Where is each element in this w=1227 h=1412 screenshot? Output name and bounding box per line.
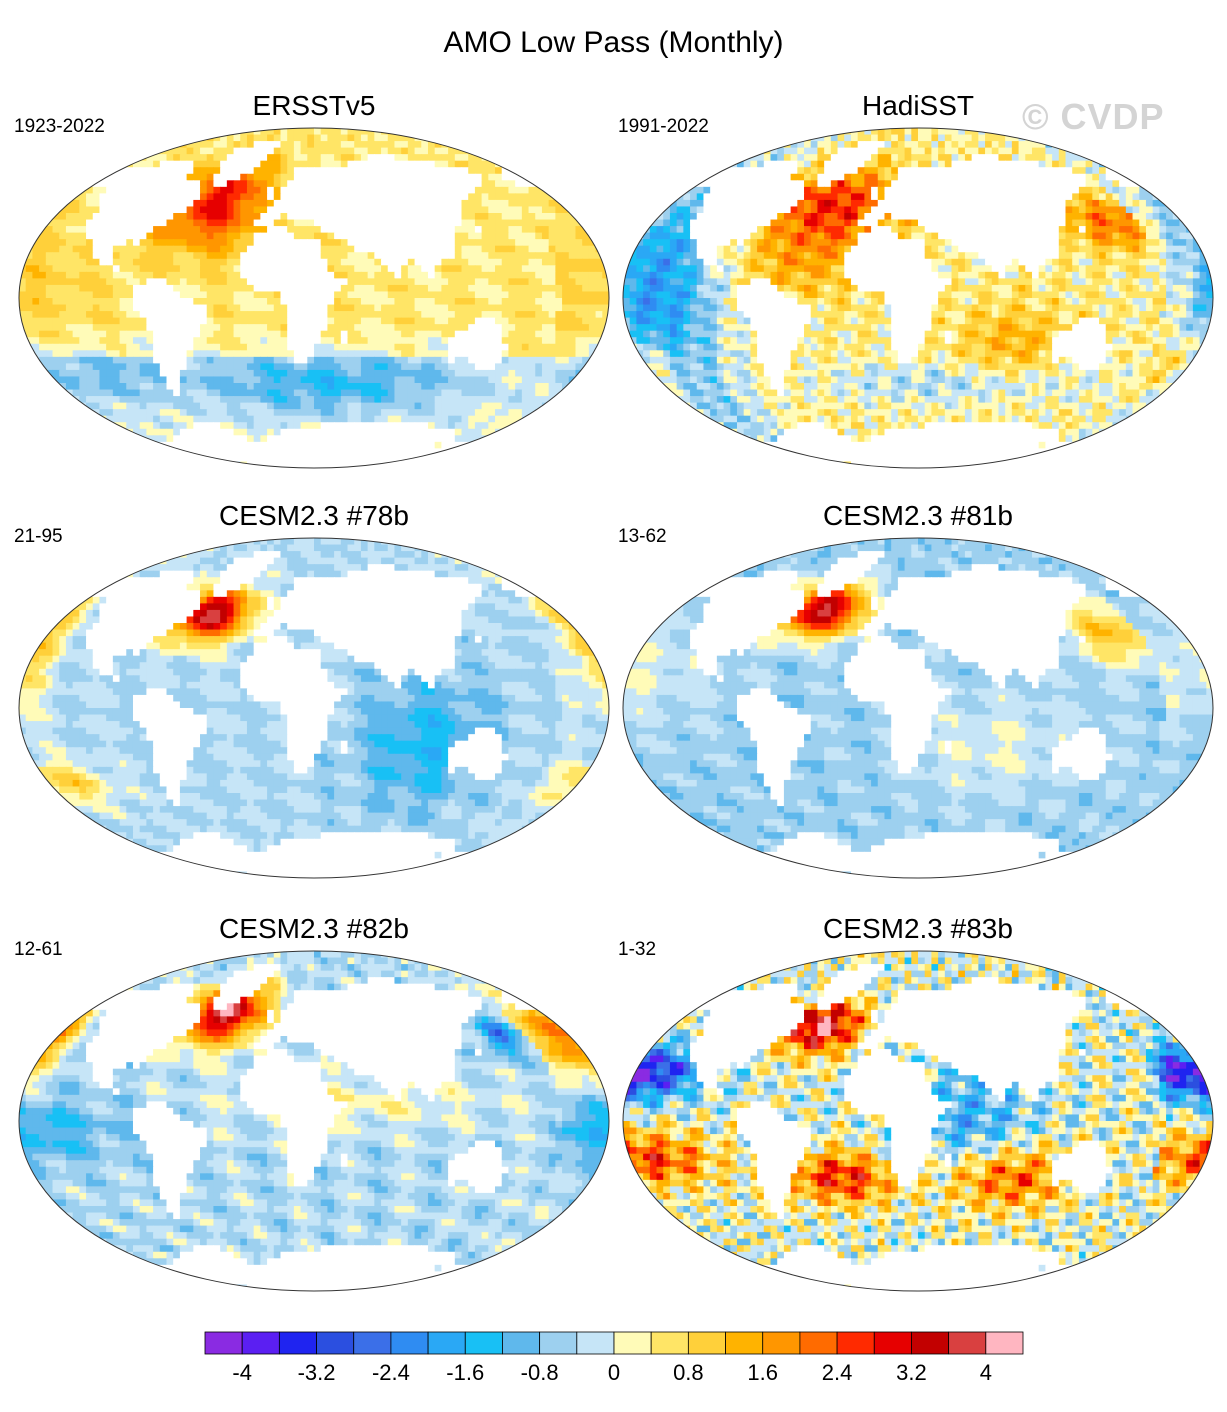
- colorbar-box: [464, 1331, 503, 1355]
- sst-field: [19, 538, 609, 878]
- map-outline: [622, 950, 1214, 1292]
- colorbar-box: [576, 1331, 615, 1355]
- colorbar-box: [427, 1331, 466, 1355]
- colorbar-box: [873, 1331, 912, 1355]
- colorbar-box: [316, 1331, 355, 1355]
- map-hadisst: [622, 127, 1214, 469]
- colorbar-tick-label: 3.2: [881, 1360, 941, 1386]
- colorbar-box: [725, 1331, 764, 1355]
- colorbar-box: [613, 1331, 652, 1355]
- map-cesm-82b: [18, 950, 610, 1292]
- panel-title: CESM2.3 #78b: [14, 500, 614, 532]
- map-outline: [18, 127, 610, 469]
- colorbar-tick-label: -4: [212, 1360, 272, 1386]
- colorbar-tick-label: 0: [584, 1360, 644, 1386]
- colorbar-tick-label: -3.2: [287, 1360, 347, 1386]
- colorbar: [204, 1331, 1024, 1355]
- colorbar-tick-label: -0.8: [510, 1360, 570, 1386]
- colorbar-tick-label: 4: [956, 1360, 1016, 1386]
- colorbar-box: [353, 1331, 392, 1355]
- colorbar-box: [539, 1331, 578, 1355]
- colorbar-box: [502, 1331, 541, 1355]
- panel-years: 1-32: [618, 939, 656, 961]
- map-cesm-81b: [622, 537, 1214, 879]
- panel-title: CESM2.3 #83b: [618, 913, 1218, 945]
- colorbar-box: [278, 1331, 317, 1355]
- panel-cesm-81b: CESM2.3 #81b 13-62: [618, 500, 1218, 900]
- panel-cesm-83b: CESM2.3 #83b 1-32: [618, 913, 1218, 1313]
- panel-hadisst: HadiSST 1991-2022: [618, 90, 1218, 490]
- colorbar-box: [390, 1331, 429, 1355]
- colorbar-box: [687, 1331, 726, 1355]
- panel-years: 1923-2022: [14, 116, 105, 138]
- colorbar-tick-label: 0.8: [658, 1360, 718, 1386]
- panel-title: CESM2.3 #82b: [14, 913, 614, 945]
- colorbar-box: [204, 1331, 243, 1355]
- colorbar-tick-label: -1.6: [435, 1360, 495, 1386]
- colorbar-box: [985, 1331, 1024, 1355]
- colorbar-box: [650, 1331, 689, 1355]
- colorbar-tick-label: -2.4: [361, 1360, 421, 1386]
- colorbar-tick-label: 2.4: [807, 1360, 867, 1386]
- colorbar-box: [241, 1331, 280, 1355]
- panel-years: 12-61: [14, 939, 63, 961]
- colorbar-box: [836, 1331, 875, 1355]
- cvdp-watermark: © CVDP: [1022, 96, 1165, 138]
- panel-years: 1991-2022: [618, 116, 709, 138]
- map-outline: [18, 950, 610, 1292]
- panel-title: HadiSST: [618, 90, 1218, 122]
- panel-years: 21-95: [14, 526, 63, 548]
- map-cesm-83b: [622, 950, 1214, 1292]
- colorbar-box: [948, 1331, 987, 1355]
- map-outline: [18, 537, 610, 879]
- map-erssv5: [18, 127, 610, 469]
- map-outline: [622, 127, 1214, 469]
- colorbar-tick-label: 1.6: [733, 1360, 793, 1386]
- map-cesm-78b: [18, 537, 610, 879]
- panel-title: ERSSTv5: [14, 90, 614, 122]
- panel-cesm-78b: CESM2.3 #78b 21-95: [14, 500, 614, 900]
- sst-field: [19, 951, 609, 1291]
- sst-field: [623, 538, 1213, 878]
- colorbar-box: [799, 1331, 838, 1355]
- colorbar-box: [762, 1331, 801, 1355]
- panel-cesm-82b: CESM2.3 #82b 12-61: [14, 913, 614, 1313]
- sst-field: [623, 128, 1213, 468]
- colorbar-box: [911, 1331, 950, 1355]
- panel-erssv5: ERSSTv5 1923-2022: [14, 90, 614, 490]
- panel-years: 13-62: [618, 526, 667, 548]
- sst-field: [19, 128, 609, 468]
- map-outline: [622, 537, 1214, 879]
- figure-title: AMO Low Pass (Monthly): [0, 26, 1227, 60]
- sst-field: [623, 951, 1213, 1291]
- panel-title: CESM2.3 #81b: [618, 500, 1218, 532]
